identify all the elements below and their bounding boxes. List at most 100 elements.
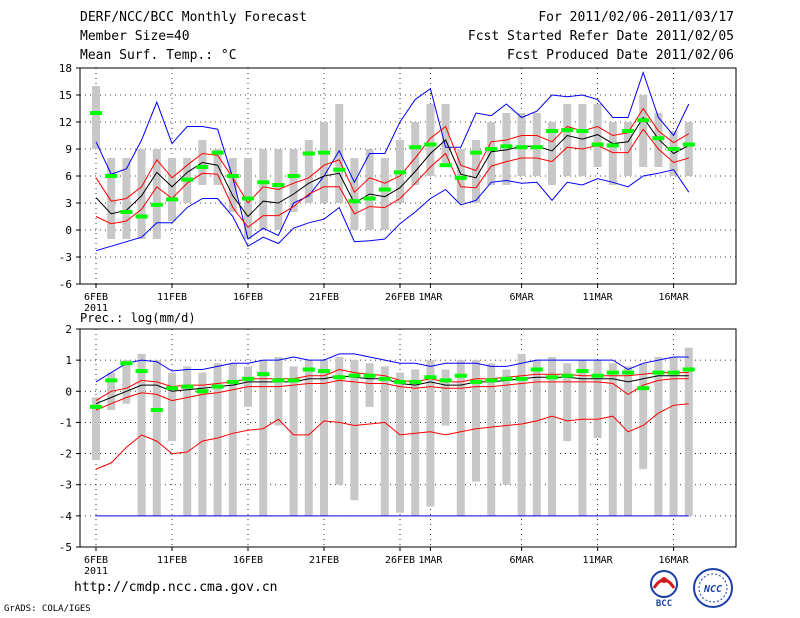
x-tick-label: 16MAR — [659, 292, 690, 303]
member-range-box — [639, 363, 648, 470]
observed-bar — [90, 111, 102, 115]
member-range-box — [380, 366, 389, 516]
observed-bar — [424, 142, 437, 147]
observed-bar — [424, 375, 437, 380]
observed-bar — [120, 361, 133, 366]
x-tick-label: 11FEB — [157, 292, 187, 303]
plot-frame — [79, 328, 737, 548]
member-range-box — [684, 122, 693, 176]
member-range-box — [578, 360, 587, 516]
observed-bar — [287, 378, 300, 383]
member-range-box — [411, 122, 420, 185]
member-range-box — [608, 122, 617, 185]
y-tick-label: -4 — [59, 510, 73, 523]
observed-bar — [166, 386, 178, 391]
member-range-box — [122, 360, 131, 404]
member-range-box — [289, 149, 298, 212]
observed-bar — [606, 370, 619, 375]
svg-text:BCC: BCC — [656, 599, 672, 608]
observed-bar — [226, 379, 239, 384]
observed-bar — [166, 197, 178, 202]
observed-bar — [302, 151, 315, 156]
member-range-box — [441, 104, 450, 167]
member-range-box — [274, 357, 283, 426]
member-range-box — [563, 363, 572, 442]
member-range-box — [213, 363, 222, 516]
observed-bar — [150, 202, 163, 207]
mean-line — [95, 116, 690, 218]
x-year-label: 2011 — [84, 303, 108, 314]
x-tick-label: 11MAR — [583, 555, 614, 566]
y-tick-label: 6 — [65, 170, 72, 183]
observed-bar — [454, 175, 467, 180]
observed-bar — [333, 375, 346, 380]
observed-bar — [378, 376, 391, 381]
x-tick-label: 6MAR — [510, 555, 535, 566]
observed-bar — [485, 147, 498, 151]
x-tick-label: 26FEB — [385, 555, 415, 566]
member-range-box — [396, 372, 404, 513]
member-range-box — [624, 366, 632, 516]
x-year-label: 2011 — [84, 566, 108, 577]
forecast-period: For 2011/02/06-2011/03/17 — [538, 10, 734, 25]
observed-bar — [591, 373, 604, 378]
y-tick-label: 0 — [65, 385, 72, 398]
fcst-produced-date: Fcst Produced Date 2011/02/06 — [507, 48, 734, 63]
x-tick-label: 11MAR — [583, 292, 614, 303]
x-tick-label: 21FEB — [309, 292, 339, 303]
observed-bar — [470, 379, 482, 384]
ncc-logo: NCC — [693, 568, 733, 608]
observed-bar — [622, 370, 634, 375]
observed-bar — [546, 129, 558, 133]
observed-bar — [652, 136, 665, 141]
x-tick-label: 1MAR — [418, 555, 443, 566]
member-range-box — [168, 372, 176, 442]
member-range-box — [548, 122, 556, 185]
observed-bar — [530, 145, 543, 150]
member-range-box — [624, 122, 632, 176]
observed-bar — [105, 174, 118, 178]
observed-bar — [378, 187, 391, 192]
y-tick-label: 3 — [65, 197, 72, 210]
observed-bar — [409, 379, 422, 384]
y-tick-label: -5 — [59, 541, 72, 554]
member-range-box — [304, 360, 313, 516]
member-size-label: Member Size=40 — [80, 29, 190, 44]
observed-bar — [363, 196, 376, 201]
observed-bar — [470, 150, 482, 155]
member-range-box — [487, 122, 496, 185]
x-tick-label: 16FEB — [233, 555, 263, 566]
member-range-box — [228, 158, 237, 212]
observed-bar — [530, 367, 543, 372]
observed-bar — [485, 378, 498, 383]
panel-title: Prec.: log(mm/d) — [80, 311, 196, 325]
observed-bar — [333, 167, 346, 172]
variable-label: Mean Surf. Temp.: °C — [80, 48, 237, 63]
member-range-box — [92, 397, 100, 460]
y-tick-label: 1 — [65, 354, 72, 367]
x-tick-label: 1MAR — [418, 292, 443, 303]
member-range-box — [380, 158, 389, 230]
y-tick-label: 9 — [65, 143, 72, 156]
observed-bar — [226, 174, 239, 178]
observed-bar — [257, 180, 270, 185]
member-range-box — [304, 140, 313, 203]
member-range-box — [350, 360, 359, 501]
source-url[interactable]: http://cmdp.ncc.cma.gov.cn — [74, 580, 278, 595]
member-range-box — [426, 104, 435, 176]
observed-bar — [211, 384, 224, 389]
member-range-box — [684, 347, 693, 516]
observed-bar — [135, 214, 148, 219]
observed-bar — [211, 150, 224, 155]
member-range-box — [593, 104, 602, 167]
ci-upper-line — [95, 107, 690, 204]
y-tick-label: 12 — [59, 116, 72, 129]
y-tick-label: -2 — [59, 448, 72, 461]
member-range-box — [532, 360, 541, 516]
max-line — [95, 70, 690, 240]
y-tick-label: 18 — [59, 62, 72, 75]
member-range-box — [137, 149, 146, 239]
observed-bar — [257, 372, 270, 377]
member-range-box — [502, 369, 511, 485]
